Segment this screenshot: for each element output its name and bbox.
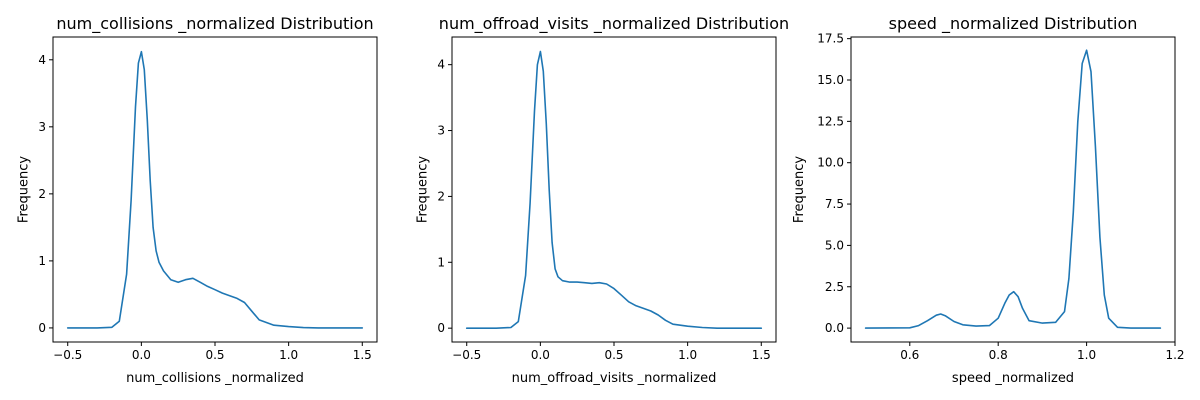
- y-tick-label: 4: [38, 53, 46, 67]
- y-tick-label: 0: [437, 321, 445, 335]
- y-axis-label: Frequency: [416, 156, 431, 223]
- y-tick-label: 0.0: [825, 321, 844, 335]
- y-tick-label: 2.5: [825, 280, 844, 294]
- y-tick-label: 10.0: [817, 156, 844, 170]
- y-tick-label: 3: [437, 124, 445, 138]
- x-tick-label: 1.0: [678, 348, 697, 362]
- x-tick-label: 0.0: [132, 348, 151, 362]
- y-tick-label: 0: [38, 321, 46, 335]
- y-tick-label: 15.0: [817, 73, 844, 87]
- x-tick-label: 0.6: [900, 348, 919, 362]
- x-tick-label: 0.8: [989, 348, 1008, 362]
- x-tick-label: −0.5: [452, 348, 481, 362]
- y-tick-label: 5.0: [825, 238, 844, 252]
- x-tick-label: 1.2: [1165, 348, 1184, 362]
- y-tick-label: 7.5: [825, 197, 844, 211]
- y-tick-label: 2: [437, 189, 445, 203]
- y-tick-label: 12.5: [817, 114, 844, 128]
- chart-title: num_offroad_visits _normalized Distribut…: [439, 14, 789, 34]
- chart-panel-1: num_collisions _normalized Distribution −…: [17, 14, 378, 386]
- x-tick-label: 0.5: [604, 348, 623, 362]
- y-tick-label: 4: [437, 58, 445, 72]
- series-line: [864, 49, 1162, 329]
- chart-panel-2: num_offroad_visits _normalized Distribut…: [416, 14, 790, 386]
- y-tick-label: 2: [38, 187, 46, 201]
- chart-panel-3: speed _normalized Distribution 0.6 0.8 1.0 1…: [792, 14, 1185, 386]
- y-axis-label: Frequency: [792, 156, 807, 223]
- y-tick-label: 1: [38, 254, 46, 268]
- x-tick-label: 0.0: [531, 348, 550, 362]
- series-line: [66, 50, 364, 329]
- x-tick-label: −0.5: [53, 348, 82, 362]
- x-tick-label: 1.5: [353, 348, 372, 362]
- axes-frame: [52, 36, 378, 343]
- x-tick-label: 1.0: [1077, 348, 1096, 362]
- x-tick-label: 1.5: [752, 348, 771, 362]
- y-tick-label: 3: [38, 120, 46, 134]
- x-axis-label: num_offroad_visits _normalized: [512, 371, 717, 386]
- x-tick-label: 0.5: [205, 348, 224, 362]
- x-axis-label: speed _normalized: [952, 371, 1074, 386]
- chart-title: speed _normalized Distribution: [889, 14, 1138, 34]
- chart-title: num_collisions _normalized Distribution: [56, 14, 373, 34]
- axes-frame: [850, 36, 1176, 343]
- axes-frame: [451, 36, 777, 343]
- y-tick-label: 17.5: [817, 32, 844, 46]
- y-axis-label: Frequency: [17, 156, 32, 223]
- x-tick-label: 1.0: [279, 348, 298, 362]
- x-axis-label: num_collisions _normalized: [126, 371, 304, 386]
- series-line: [465, 50, 763, 330]
- y-tick-label: 1: [437, 255, 445, 269]
